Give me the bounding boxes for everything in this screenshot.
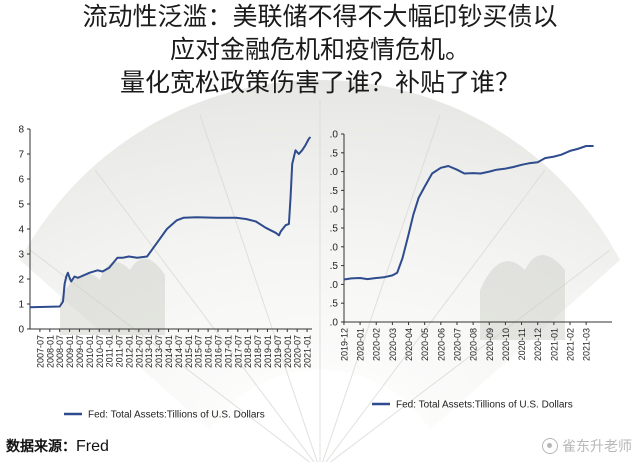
right-chart-y-tick-label: 6.0 [330, 205, 338, 216]
page-title: 流动性泛滥：美联储不得不大幅印钞买债以 应对金融危机和疫情危机。 量化宽松政策伤… [0, 0, 640, 99]
left-chart-x-tick-label: 2009-07 [75, 335, 85, 368]
left-chart-y-tick-label: 0 [18, 325, 24, 336]
right-chart-x-tick-label: 2021-02 [566, 328, 576, 361]
right-chart-x-tick-label: 2021-03 [582, 328, 592, 361]
right-chart-legend-label: Fed: Total Assets:Tillions of U.S. Dolla… [396, 400, 573, 411]
data-source: 数据来源：Fred [6, 436, 109, 456]
left-chart-y-tick-label: 7 [18, 150, 24, 161]
watermark-logo-icon [542, 438, 558, 454]
left-chart-x-tick-label: 2016-01 [204, 335, 214, 368]
left-chart-x-tick-label: 2007-07 [35, 335, 45, 368]
left-chart-legend-label: Fed: Total Assets:Tillions of U.S. Dolla… [88, 410, 265, 421]
right-chart-y-tick-label: 6.5 [330, 186, 338, 197]
left-chart-x-tick-label: 2019-01 [263, 335, 273, 368]
left-chart-x-tick-label: 2014-07 [174, 335, 184, 368]
right-chart-x-tick-label: 2020-06 [436, 328, 446, 361]
right-chart-x-tick-label: 2020-11 [517, 328, 527, 360]
left-chart-x-tick-label: 2015-01 [184, 335, 194, 368]
left-chart-y-tick-label: 3 [18, 250, 24, 261]
right-chart-x-tick-label: 2020-03 [388, 328, 398, 361]
left-chart-x-tick-label: 2017-01 [223, 335, 233, 368]
left-chart-x-tick-label: 2017-07 [233, 335, 243, 368]
title-line-1: 流动性泛滥：美联储不得不大幅印钞买债以 [82, 2, 558, 31]
left-chart-x-tick-label: 2010-01 [85, 335, 95, 368]
left-chart-y-tick-label: 8 [18, 125, 24, 136]
right-chart-x-tick-label: 2020-07 [452, 328, 462, 361]
left-chart-x-tick-label: 2016-07 [214, 335, 224, 368]
right-chart-x-tick-label: 2020-02 [372, 328, 382, 361]
watermark-text: 雀东升老师 [562, 439, 632, 455]
left-chart-x-tick-label: 2011-07 [115, 335, 125, 367]
left-chart-x-tick-label: 2015-07 [194, 335, 204, 368]
left-chart-y-tick-label: 6 [18, 175, 24, 186]
chart-long-term: 0 1 2 3 4 5 6 7 8 2007-07 2008-01 2008-07 2009-01 200… [18, 125, 313, 421]
right-chart-x-tick-label: 2020-10 [501, 328, 511, 361]
left-chart-x-tick-label: 2019-07 [273, 335, 283, 368]
right-chart-y-tick-label: 5.5 [330, 224, 338, 235]
right-chart-y-tick-label: 3.5 [330, 299, 338, 310]
left-chart-x-tick-label: 2018-01 [243, 335, 253, 368]
right-chart-y-tick-label: 8.0 [330, 130, 338, 141]
right-chart-x-tick-label: 2021-01 [549, 328, 559, 361]
right-chart-x-tick-label: 2020-01 [356, 328, 366, 361]
right-chart-x-tick-label: 2020-12 [533, 328, 543, 361]
watermark: 雀东升老师 [542, 436, 632, 456]
left-chart-x-tick-label: 2010-07 [95, 335, 105, 368]
left-chart-y-tick-label: 5 [18, 200, 24, 211]
left-chart-x-tick-label: 2021-01 [303, 335, 313, 368]
right-chart-y-tick-label: 7.5 [330, 148, 338, 159]
left-chart-x-tick-label: 2012-01 [124, 335, 134, 368]
source-value: Fred [76, 438, 109, 455]
left-chart-x-tick-label: 2018-07 [253, 335, 263, 368]
left-chart-y-tick-label: 1 [18, 300, 24, 311]
left-chart-x-tick-label: 2020-01 [283, 335, 293, 368]
right-chart-y-tick-label: 5.0 [330, 242, 338, 253]
title-line-2: 应对金融危机和疫情危机。 [169, 35, 470, 64]
left-chart-x-tick-label: 2013-07 [154, 335, 164, 368]
left-chart-x-tick-label: 2012-07 [134, 335, 144, 368]
right-chart-x-tick-label: 2020-08 [469, 328, 479, 361]
left-chart-x-tick-label: 2014-01 [164, 335, 174, 368]
right-chart-x-tick-label: 2020-09 [485, 328, 495, 361]
right-chart-y-tick-label: 3.0 [330, 318, 338, 329]
left-chart-y-tick-label: 2 [18, 275, 24, 286]
right-chart-x-tick-label: 2020-04 [404, 328, 414, 361]
source-label: 数据来源： [6, 439, 76, 455]
left-chart-series-line [29, 136, 312, 309]
left-chart-x-tick-label: 2009-01 [65, 335, 75, 368]
charts-area: 0 1 2 3 4 5 6 7 8 2007-07 2008-01 2008-07 2009-01 200… [0, 112, 640, 432]
right-chart-y-tick-label: 4.0 [330, 280, 338, 291]
left-chart-x-tick-label: 2020-07 [293, 335, 303, 368]
right-chart-y-tick-label: 4.5 [330, 261, 338, 272]
chart-pandemic: 3.0 3.5 4.0 4.5 5.0 5.5 6.0 6.5 7.0 7.5 8.0 2019-12… [330, 130, 612, 411]
left-chart-x-tick-label: 2008-07 [55, 335, 65, 368]
left-chart-x-tick-label: 2011-01 [105, 335, 115, 367]
right-chart-y-tick-label: 7.0 [330, 167, 338, 178]
title-line-3: 量化宽松政策伤害了谁？补贴了谁？ [119, 68, 520, 97]
right-chart-x-tick-label: 2019-12 [339, 328, 349, 361]
left-chart-x-tick-label: 2008-01 [45, 335, 55, 368]
left-chart-y-tick-label: 4 [18, 225, 24, 236]
right-chart-x-tick-label: 2020-05 [420, 328, 430, 361]
right-chart-series-line [343, 145, 594, 281]
left-chart-x-tick-label: 2013-01 [144, 335, 154, 368]
